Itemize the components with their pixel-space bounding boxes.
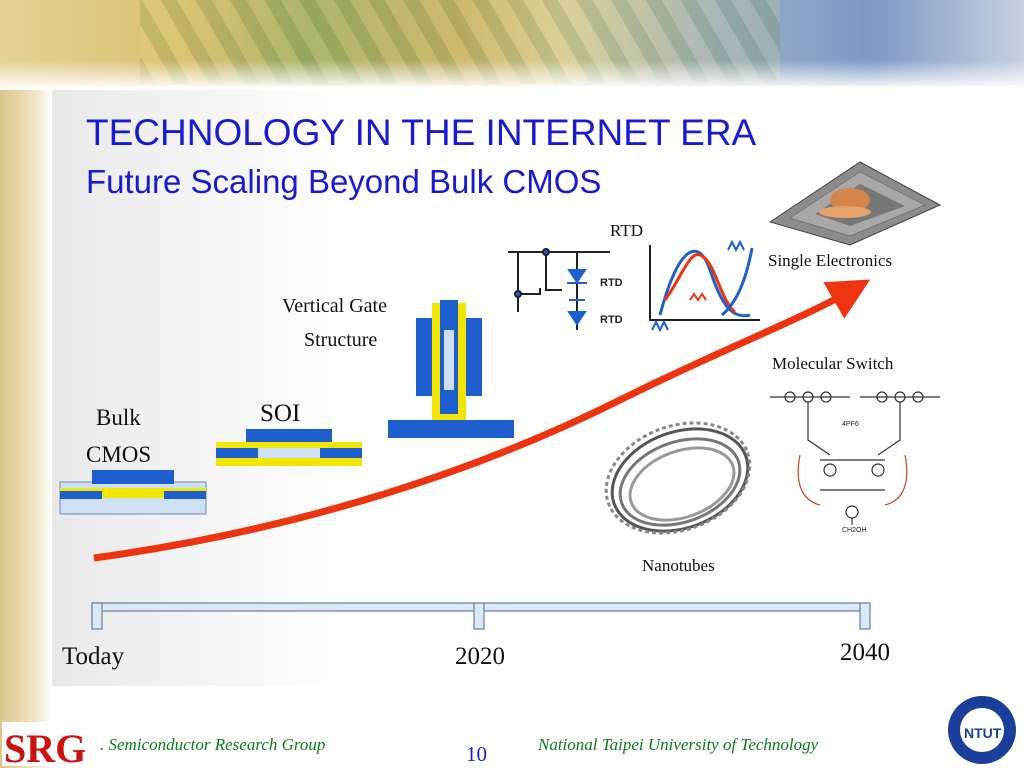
label-soi: SOI <box>260 400 301 427</box>
label-molecular-switch: Molecular Switch <box>772 354 894 373</box>
label-structure: Structure <box>304 329 378 351</box>
label-single-electronics: Single Electronics <box>768 251 893 270</box>
banner-fade <box>0 60 1024 90</box>
label-vertical-gate: Vertical Gate <box>282 295 387 317</box>
timeline-bar <box>91 602 871 630</box>
vertical-gate-device <box>388 300 514 438</box>
left-texture-strip <box>0 0 52 768</box>
slide-subtitle: Future Scaling Beyond Bulk CMOS <box>86 163 602 200</box>
footer-group-name: . Semiconductor Research Group <box>100 735 326 754</box>
scaling-trend-arrow <box>93 279 871 562</box>
label-cmos: CMOS <box>86 442 152 467</box>
slide-title: TECHNOLOGY IN THE INTERNET ERA <box>86 112 757 153</box>
molecule-label-counterion: 4PF6 <box>842 421 859 428</box>
rtd-inner-label-1: RTD <box>600 277 623 289</box>
bulk-cmos-device <box>59 470 207 515</box>
timeline-label-today: Today <box>62 643 125 670</box>
soi-device <box>216 429 362 466</box>
ntut-logo: NTUT <box>948 696 1016 764</box>
label-bulk: Bulk <box>96 405 141 430</box>
timeline-label-2040: 2040 <box>840 639 890 666</box>
svg-text:NTUT: NTUT <box>964 725 1002 741</box>
single-electronics-image <box>768 161 942 246</box>
label-rtd: RTD <box>610 221 643 240</box>
molecular-switch-image <box>770 391 940 525</box>
nanotubes-image <box>604 421 752 535</box>
label-nanotubes: Nanotubes <box>642 556 715 575</box>
svg-text:SRG: SRG <box>4 726 86 768</box>
rtd-inner-label-2: RTD <box>600 314 623 326</box>
molecule-label-ch2oh: CH2OH <box>842 527 867 534</box>
rtd-graph <box>649 239 760 333</box>
timeline-label-2020: 2020 <box>455 643 505 670</box>
page-number: 10 <box>466 742 487 766</box>
footer-university: National Taipei University of Technology <box>538 735 819 754</box>
srg-logo: SRG <box>2 722 86 768</box>
rtd-circuit <box>508 248 610 330</box>
